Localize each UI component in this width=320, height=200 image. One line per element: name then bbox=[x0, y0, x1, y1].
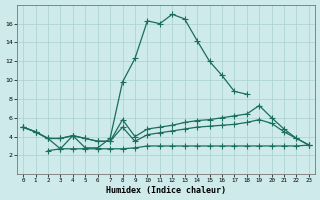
X-axis label: Humidex (Indice chaleur): Humidex (Indice chaleur) bbox=[106, 186, 226, 195]
